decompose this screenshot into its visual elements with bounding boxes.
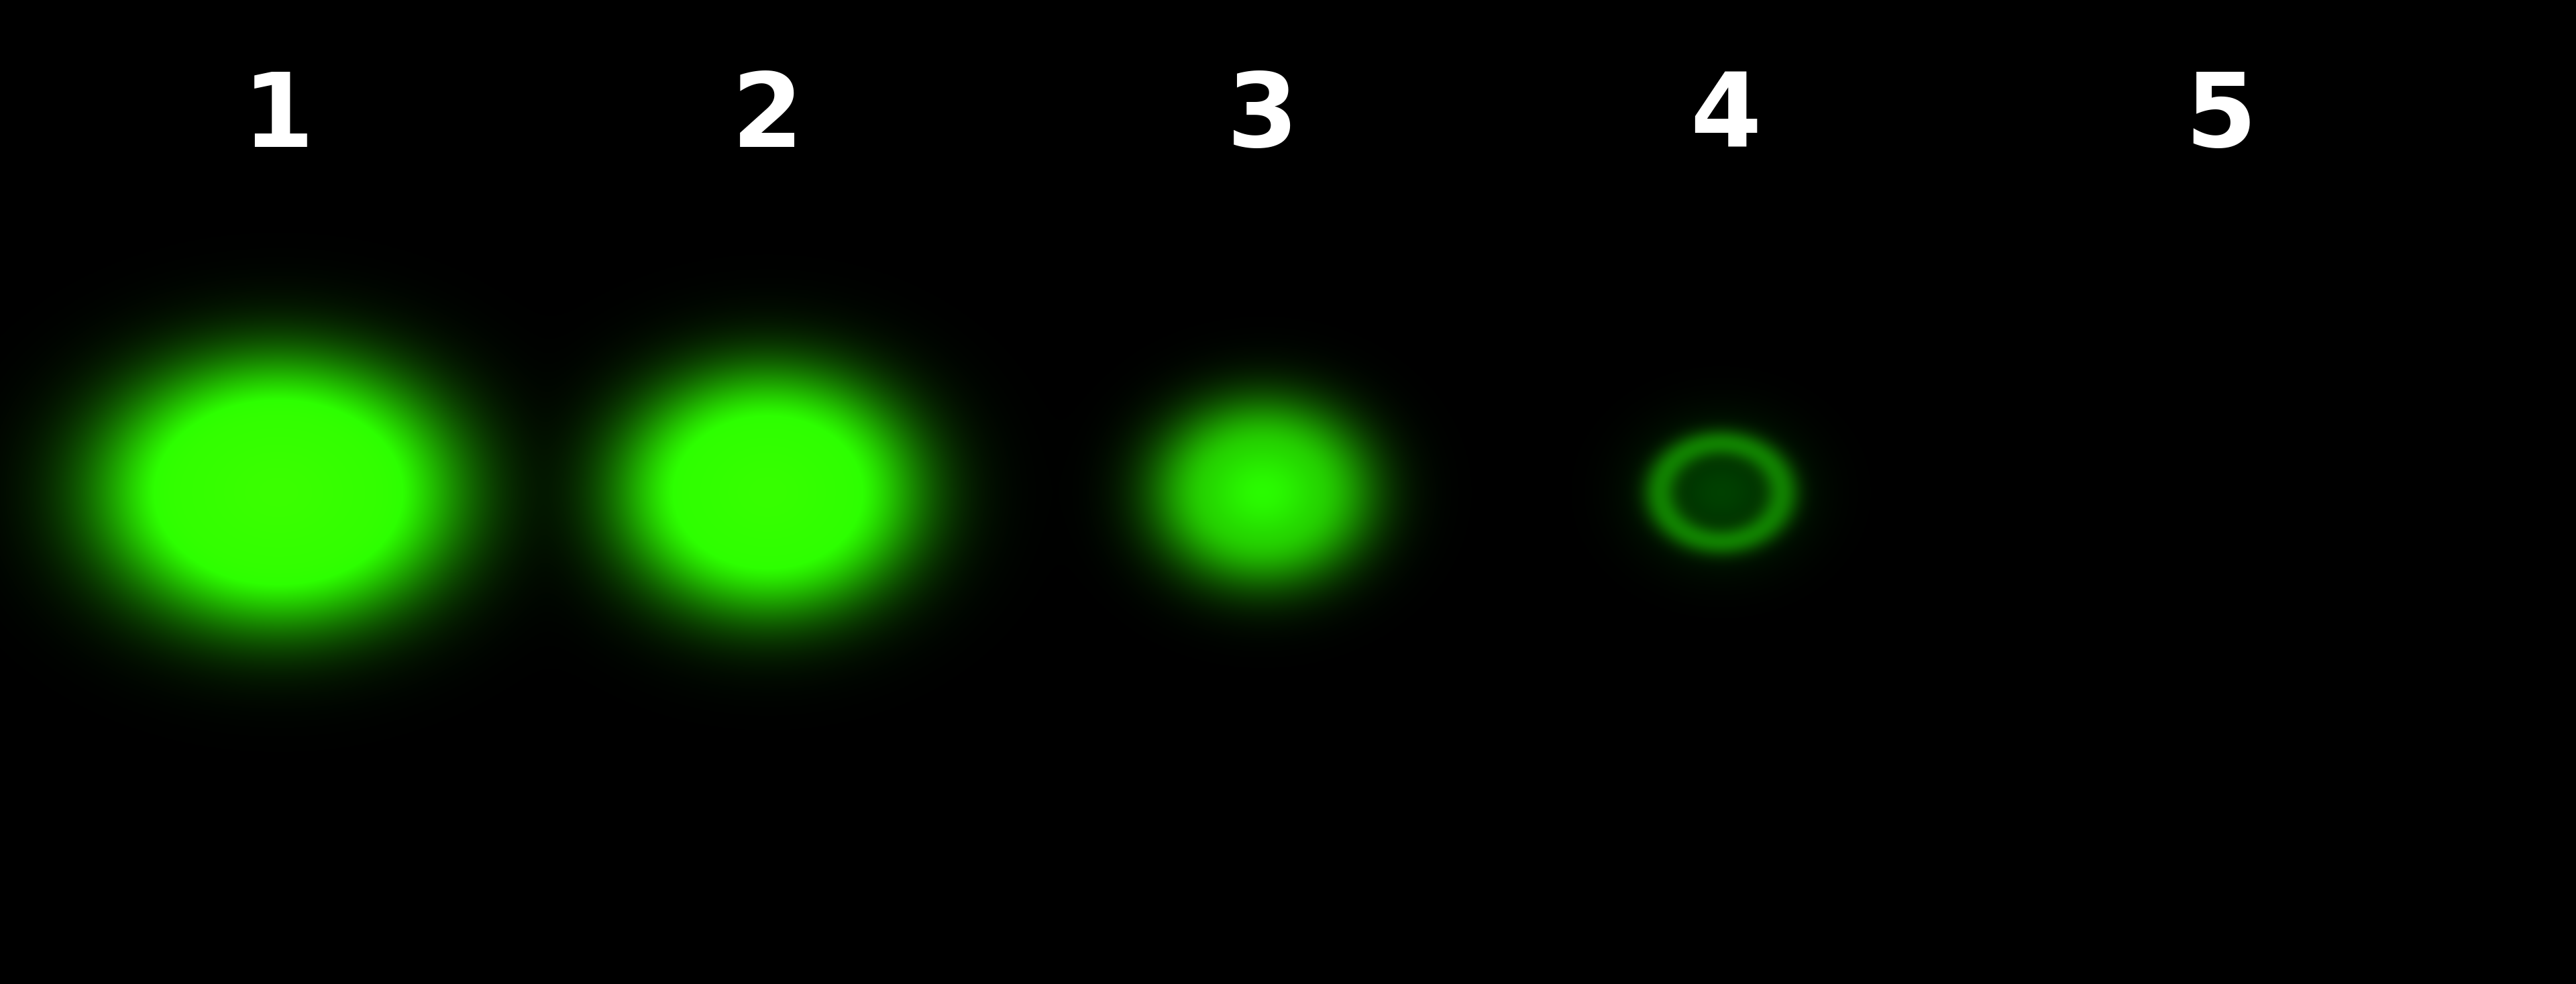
Text: 5: 5	[2184, 68, 2257, 168]
Text: 3: 3	[1226, 68, 1298, 168]
Text: 1: 1	[242, 68, 314, 168]
Text: 2: 2	[732, 68, 804, 168]
Text: 4: 4	[1690, 68, 1762, 168]
